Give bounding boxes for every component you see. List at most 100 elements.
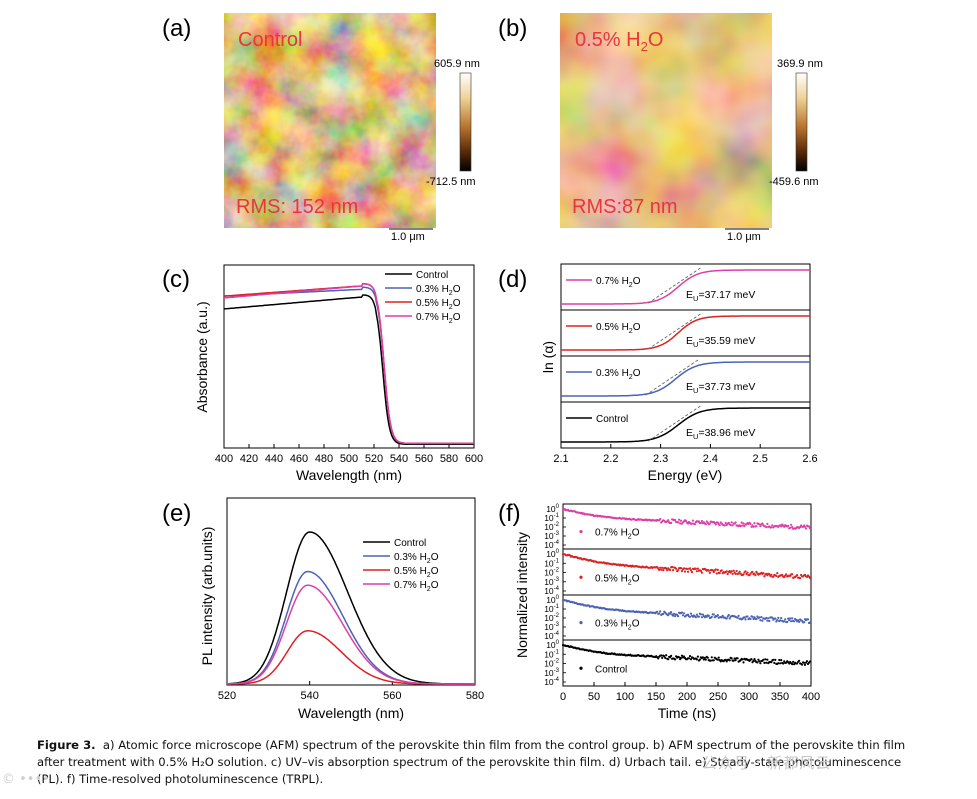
trpl-point xyxy=(799,526,802,529)
trpl-point xyxy=(770,661,773,664)
panel-f-legend-label: 0.5% H2O xyxy=(595,573,640,586)
trpl-point xyxy=(704,523,707,526)
trpl-point xyxy=(789,526,792,529)
uvvis-line-Control xyxy=(223,294,474,446)
trpl-point xyxy=(696,567,700,570)
panel-d-xtick-label: 2.6 xyxy=(802,453,817,465)
trpl-point xyxy=(658,568,661,572)
trpl-point xyxy=(798,659,801,662)
trpl-point xyxy=(765,526,768,529)
trpl-point xyxy=(768,619,771,623)
trpl-point xyxy=(699,613,703,616)
pl-line-07H2O xyxy=(227,584,475,685)
trpl-point xyxy=(679,519,683,522)
panel-f-ytick-label: 10-2 xyxy=(544,613,559,623)
urbach-energy-label: EU=38.96 meV xyxy=(686,427,755,441)
trpl-point xyxy=(666,569,669,572)
panel-f-ytick-label: 10-3 xyxy=(544,531,559,541)
panel-d-xtick-label: 2.1 xyxy=(553,453,568,465)
afm-b-rms: RMS:87 nm xyxy=(572,196,678,218)
trpl-point xyxy=(759,525,762,528)
trpl-point xyxy=(716,568,719,572)
trpl-point xyxy=(667,658,670,661)
trpl-point xyxy=(773,661,776,665)
trpl-point xyxy=(781,573,784,577)
trpl-point xyxy=(675,567,678,570)
trpl-point xyxy=(749,617,752,621)
trpl-point xyxy=(803,661,806,664)
trpl-point xyxy=(704,658,707,661)
trpl-point xyxy=(742,573,745,576)
trpl-point xyxy=(680,570,684,573)
trpl-point xyxy=(706,656,709,659)
panel-c-xtick-label: 460 xyxy=(290,453,308,465)
trpl-point xyxy=(799,577,802,580)
panel-f-series: 0.7% H2O 0.5% H2O 0.3% H2O Control xyxy=(561,507,812,675)
trpl-point xyxy=(803,663,807,667)
trpl-point xyxy=(698,658,702,661)
trpl-point xyxy=(701,613,705,616)
panel-f-xlabel: Time (ns) xyxy=(658,705,717,721)
trpl-point xyxy=(661,566,664,569)
panel-f-label: (f) xyxy=(498,500,521,527)
trpl-point xyxy=(774,617,777,620)
trpl-point xyxy=(695,570,699,573)
trpl-point xyxy=(680,611,684,614)
panel-c-xtick-label: 540 xyxy=(390,453,408,465)
trpl-point xyxy=(680,654,684,657)
trpl-point xyxy=(787,524,790,527)
trpl-point xyxy=(720,616,723,619)
trpl-point xyxy=(776,619,779,622)
trpl-point xyxy=(791,526,794,529)
trpl-point xyxy=(686,570,690,573)
trpl-point xyxy=(759,619,762,622)
trpl-point xyxy=(657,657,660,660)
trpl-point xyxy=(772,575,775,578)
afm-image-control xyxy=(224,13,436,228)
trpl-point xyxy=(780,659,783,662)
panel-f-ytick-label: 10-4 xyxy=(544,540,559,550)
trpl-point xyxy=(669,568,672,572)
trpl-point xyxy=(730,657,733,660)
trpl-point xyxy=(767,617,770,620)
trpl-point xyxy=(660,568,663,571)
panel-c: (c) Wavelength (nm) Absorbance (a.u.) 40… xyxy=(162,264,483,483)
trpl-point xyxy=(807,525,811,528)
trpl-point xyxy=(753,522,756,525)
urbach-fit-line xyxy=(645,359,699,396)
trpl-point xyxy=(682,612,686,615)
trpl-point xyxy=(734,572,737,576)
trpl-point xyxy=(677,569,680,572)
trpl-point xyxy=(699,521,703,525)
trpl-point xyxy=(663,655,666,658)
panel-c-xtick-label: 600 xyxy=(465,453,483,465)
panel-f-ytick-label: 10-3 xyxy=(544,622,559,632)
trpl-point xyxy=(771,524,774,527)
trpl-point xyxy=(783,525,786,528)
trpl-point xyxy=(741,524,744,527)
trpl-point xyxy=(770,526,773,529)
panel-f-ytick-label: 10-4 xyxy=(544,677,559,687)
trpl-point xyxy=(789,617,792,620)
urbach-energy-label: EU=37.73 meV xyxy=(686,381,755,395)
urbach-energy-label: EU=35.59 meV xyxy=(686,335,755,349)
trpl-point xyxy=(758,523,761,526)
trpl-point xyxy=(672,614,675,617)
panel-c-legend-label: 0.7% H2O xyxy=(416,312,461,325)
trpl-point xyxy=(689,658,693,661)
trpl-point xyxy=(729,523,732,527)
trpl-point xyxy=(776,572,779,575)
trpl-point xyxy=(740,521,743,524)
trpl-point xyxy=(801,663,804,666)
trpl-point xyxy=(716,614,719,617)
panel-f-ytick-label: 100 xyxy=(546,595,559,605)
trpl-point xyxy=(737,572,740,575)
trpl-point xyxy=(796,662,799,665)
trpl-point xyxy=(757,658,760,661)
panel-f-ytick-label: 10-3 xyxy=(544,577,559,587)
trpl-point xyxy=(785,573,788,576)
trpl-point xyxy=(762,658,765,661)
afm-a-rms: RMS: 152 nm xyxy=(236,196,358,218)
trpl-point xyxy=(771,616,774,619)
